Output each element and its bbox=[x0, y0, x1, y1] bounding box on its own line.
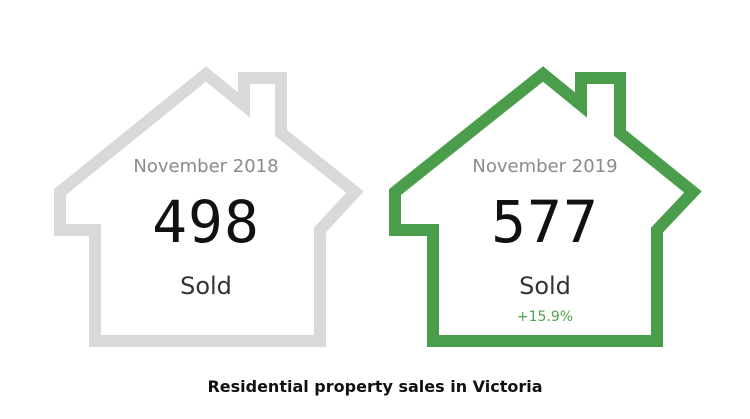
card-change-2019: +15.9% bbox=[516, 309, 574, 325]
card-count-2019: 577 bbox=[491, 188, 599, 256]
card-sold-label-2019: Sold bbox=[519, 272, 571, 300]
house-outline-icon bbox=[389, 66, 702, 347]
card-sold-label-2018: Sold bbox=[180, 272, 232, 300]
card-month-2019: November 2019 bbox=[472, 156, 618, 177]
card-month-2018: November 2018 bbox=[133, 156, 279, 177]
caption: Residential property sales in Victoria bbox=[207, 377, 543, 396]
card-count-2018: 498 bbox=[152, 188, 260, 256]
house-outline-icon bbox=[54, 66, 364, 347]
